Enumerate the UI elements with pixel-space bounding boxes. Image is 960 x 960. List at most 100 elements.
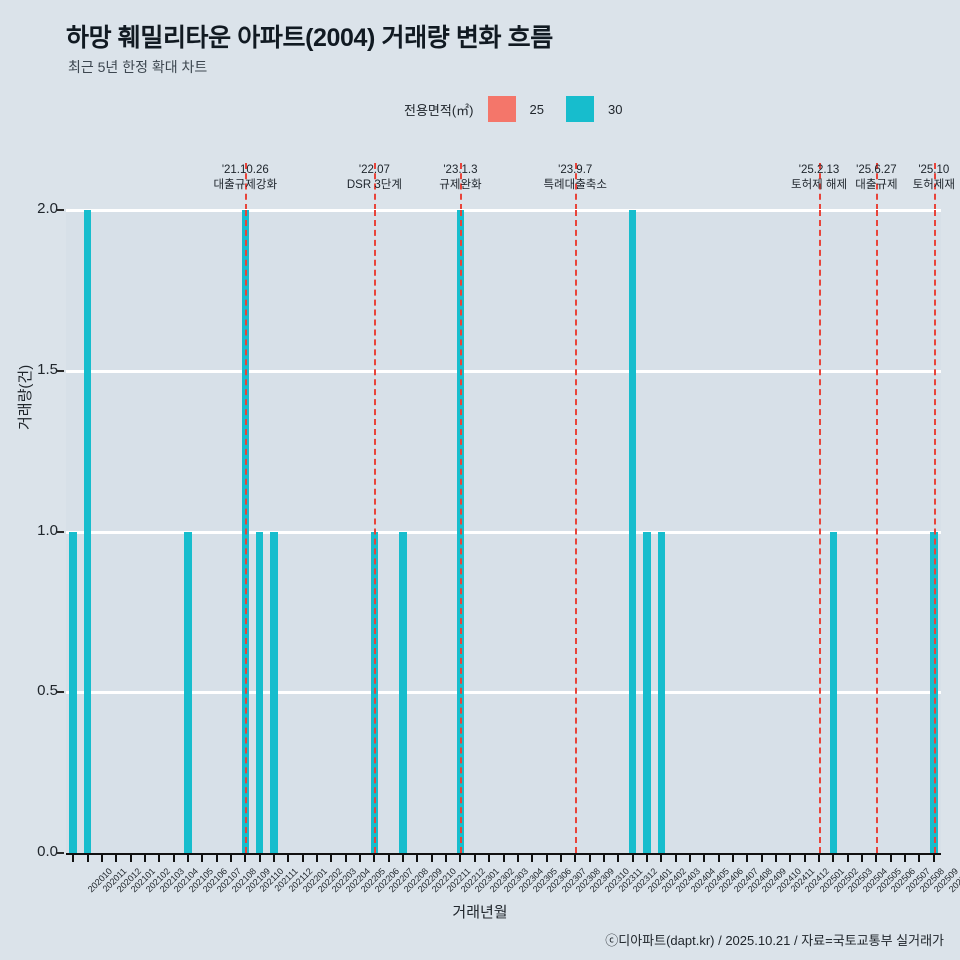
x-tick-mark xyxy=(86,853,89,862)
y-axis-label: 거래량(건) xyxy=(17,364,34,430)
x-tick-mark xyxy=(387,853,390,862)
event-line-202502 xyxy=(819,210,822,853)
y-tick-mark xyxy=(57,209,64,211)
annotation-202506: '25.6.27 대출규제 xyxy=(816,163,936,193)
gridline xyxy=(66,209,941,212)
annotation-date: '25.6.27 xyxy=(856,164,897,176)
annotation-202110: '21.10.26 대출규제강화 xyxy=(185,163,305,193)
x-tick-mark xyxy=(660,853,663,862)
x-tick-mark xyxy=(244,853,247,862)
x-tick-mark xyxy=(301,853,304,862)
annotation-text: 토허제재 xyxy=(912,179,955,191)
annotation-date: '23.1.3 xyxy=(443,164,478,176)
event-line-ext-202110 xyxy=(245,163,248,210)
legend-label-30: 30 xyxy=(607,101,623,117)
x-tick-mark xyxy=(344,853,347,862)
bar-202401 xyxy=(628,210,637,853)
x-tick-mark xyxy=(72,853,75,862)
x-tick-mark xyxy=(645,853,648,862)
x-tick-mark xyxy=(430,853,433,862)
annotation-202207: '22.07 DSR 3단계 xyxy=(314,163,434,193)
x-tick-mark xyxy=(674,853,677,862)
x-tick-mark xyxy=(373,853,376,862)
x-tick-mark xyxy=(602,853,605,862)
event-line-202510 xyxy=(933,210,936,853)
bar-202112 xyxy=(270,531,278,853)
x-tick-mark xyxy=(488,853,491,862)
x-tick-mark xyxy=(746,853,749,862)
bar-202209 xyxy=(399,531,407,853)
y-tick-mark xyxy=(57,691,64,694)
chart-subtitle: 최근 5년 한정 확대 차트 xyxy=(68,59,208,75)
x-tick-mark xyxy=(287,853,290,862)
x-tick-mark xyxy=(258,853,261,862)
x-tick-mark xyxy=(115,853,118,862)
y-tick-label: 1.5 xyxy=(37,360,58,378)
x-tick-mark xyxy=(158,853,161,862)
x-tick-mark xyxy=(789,853,792,862)
x-tick-mark xyxy=(861,853,864,862)
chart-legend: 전용면적(㎡) 25 30 xyxy=(404,96,644,122)
event-line-202506 xyxy=(876,210,879,853)
gridline xyxy=(66,691,941,695)
bar-202503 xyxy=(829,531,838,853)
event-line-202110 xyxy=(245,210,248,853)
x-tick-mark xyxy=(531,853,534,862)
x-axis-label: 거래년월 xyxy=(452,904,508,921)
bar-202010 xyxy=(69,531,77,853)
x-tick-mark xyxy=(732,853,734,862)
x-tick-mark xyxy=(359,853,362,862)
x-tick-mark xyxy=(760,853,763,862)
event-line-ext-202506 xyxy=(876,163,879,210)
y-tick-label: 2.0 xyxy=(37,200,58,217)
annotation-date: '25.10 xyxy=(918,164,950,176)
x-tick-mark xyxy=(545,853,548,862)
event-line-ext-202502 xyxy=(819,163,822,210)
x-tick-mark xyxy=(818,853,821,862)
annotation-date: '23.9.7 xyxy=(558,164,593,176)
annotation-202510: '25.10 토허제재 xyxy=(874,163,960,193)
footer-credit: ⓒ디아파트(dapt.kr) / 2025.10.21 / 자료=국토교통부 실… xyxy=(605,933,944,948)
x-tick-mark xyxy=(717,853,720,862)
x-tick-mark xyxy=(703,853,706,862)
x-tick-mark xyxy=(186,853,189,862)
x-tick-mark xyxy=(473,853,476,862)
gridline xyxy=(66,369,941,373)
bar-202106 xyxy=(184,531,192,853)
x-tick-mark xyxy=(904,853,907,862)
y-tick-mark xyxy=(57,852,64,854)
plot-area xyxy=(66,209,941,853)
event-line-ext-202309 xyxy=(575,163,578,210)
x-tick-mark xyxy=(516,853,519,862)
x-tick-mark xyxy=(846,853,849,862)
x-tick-mark xyxy=(574,853,577,862)
x-tick-mark xyxy=(832,853,835,862)
x-tick-mark xyxy=(918,853,921,862)
x-tick-mark xyxy=(416,853,419,862)
x-tick-mark xyxy=(875,853,878,862)
y-tick-mark xyxy=(57,369,64,372)
bar-202111 xyxy=(255,531,264,853)
y-tick-label: 0.5 xyxy=(37,682,58,700)
annotation-202502: '25.2.13 토허제 해제 xyxy=(759,163,879,193)
x-tick-mark xyxy=(932,853,935,862)
x-tick-mark xyxy=(229,853,232,862)
bar-202110 xyxy=(241,210,250,853)
event-line-ext-202510 xyxy=(933,163,936,210)
gridline xyxy=(66,530,941,534)
x-tick-mark xyxy=(100,853,103,862)
annotation-text: 대출규제 xyxy=(855,179,898,191)
event-line-ext-202301 xyxy=(460,163,463,210)
legend-swatch-25 xyxy=(487,96,516,122)
x-tick-mark xyxy=(631,853,634,862)
y-axis: 0.0 0.5 1.0 1.5 2.0 xyxy=(0,0,64,960)
annotation-date: '25.2.13 xyxy=(798,164,840,176)
event-line-ext-202207 xyxy=(374,163,377,210)
x-tick-mark xyxy=(688,853,691,862)
legend-swatch-30 xyxy=(565,96,594,122)
annotation-text: 대출규제강화 xyxy=(213,179,278,191)
annotation-date: '21.10.26 xyxy=(221,164,269,176)
legend-title: 전용면적(㎡) xyxy=(404,102,474,118)
page-title: 하망 훼밀리타운 아파트(2004) 거래량 변화 흐름 xyxy=(66,24,553,52)
